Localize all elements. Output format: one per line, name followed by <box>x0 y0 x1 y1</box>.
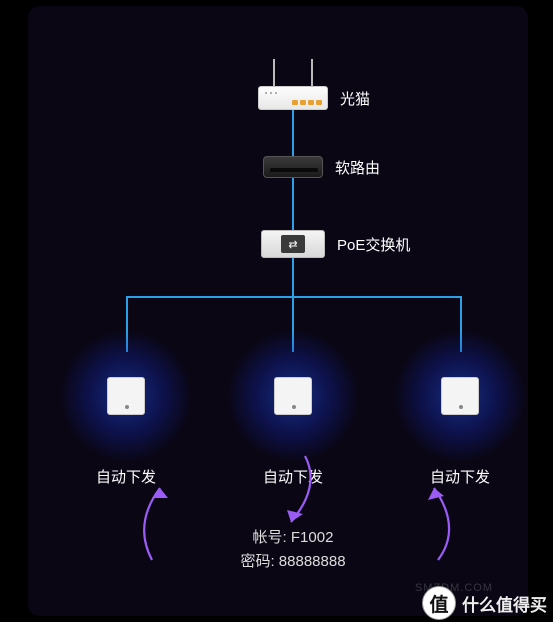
flow-arrow <box>118 476 178 581</box>
connector-line <box>292 110 294 156</box>
connector-line <box>292 258 294 298</box>
modem-node: 光猫 <box>258 86 370 110</box>
watermark-badge-icon: 值 <box>422 586 456 620</box>
connector-line <box>126 296 462 298</box>
ap-device-icon <box>274 377 312 415</box>
router-icon <box>263 156 323 178</box>
diagram-panel: 光猫 软路由 ⇄ PoE交换机 帐号: F1002 密码: 88888888 自… <box>28 6 528 616</box>
flow-arrow <box>428 476 488 581</box>
ap-device-icon <box>107 377 145 415</box>
switch-icon: ⇄ <box>261 230 325 258</box>
watermark-text: 什么值得买 <box>462 591 547 616</box>
password-label: 密码: <box>240 553 274 570</box>
router-label: 软路由 <box>335 157 380 178</box>
flow-arrow <box>273 456 333 561</box>
watermark: 值 什么值得买 <box>422 586 547 620</box>
modem-label: 光猫 <box>340 88 370 109</box>
ap-device-icon <box>441 377 479 415</box>
connector-line <box>292 178 294 230</box>
modem-icon <box>258 86 328 110</box>
switch-label: PoE交换机 <box>337 234 410 255</box>
router-node: 软路由 <box>263 156 380 178</box>
switch-node: ⇄ PoE交换机 <box>261 230 410 258</box>
